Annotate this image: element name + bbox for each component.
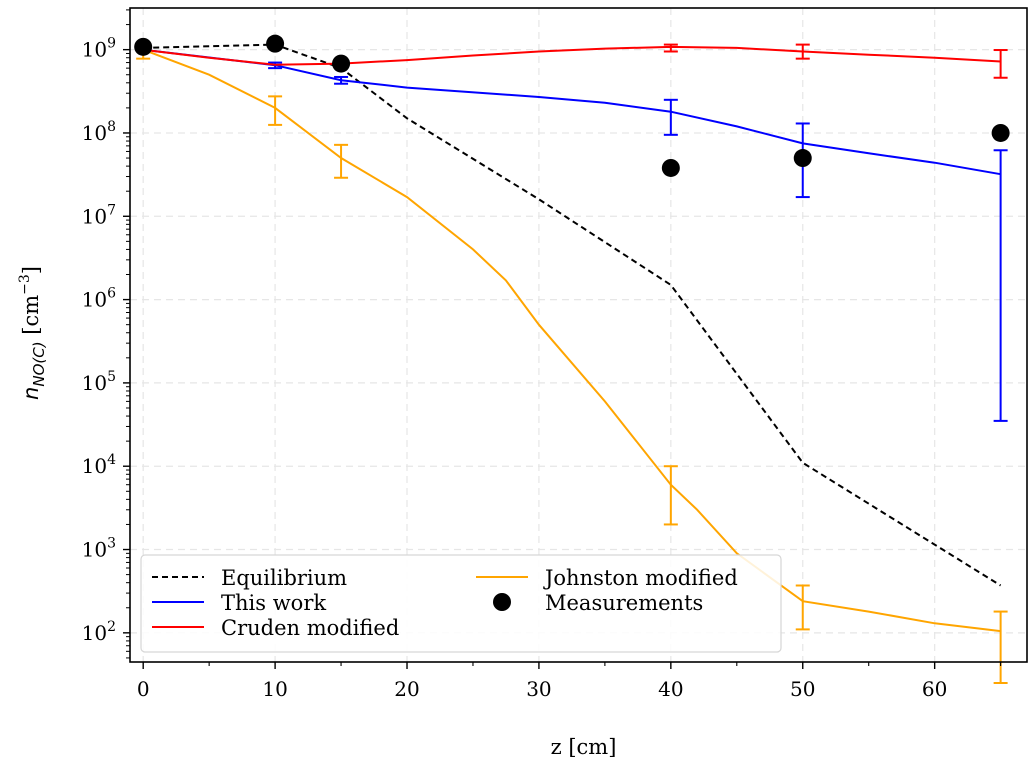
y-tick-label: 105 [82,369,116,395]
series-line-this-work [143,48,1001,176]
y-tick-label: 106 [82,286,116,312]
x-tick-label: 30 [526,677,551,701]
legend-label-this-work: This work [221,591,326,615]
x-tick-label: 20 [394,677,419,701]
series-line-cruden-modified [143,45,1001,66]
x-axis-label: z [cm] [551,735,617,759]
x-tick-label: 50 [790,677,815,701]
x-tick-label: 40 [658,677,683,701]
plot-frame [129,7,1028,663]
y-tick-label: 107 [82,202,116,228]
x-tick-label: 0 [137,677,150,701]
measurement-point [661,158,680,177]
y-tick-label: 103 [82,536,116,562]
series-line-equilibrium [143,43,1002,587]
series-layer [134,34,1010,684]
legend-label-johnston-modified: Johnston modified [543,566,738,590]
y-tick-label: 102 [82,619,116,645]
legend-label-equilibrium: Equilibrium [221,566,347,590]
y-tick-label: 109 [82,36,116,62]
x-tick-label: 10 [262,677,287,701]
legend-label-measurements: Measurements [545,591,703,615]
measurement-point [991,123,1010,142]
legend-marker-measurements [493,593,511,611]
measurement-point [266,34,285,53]
y-tick-label: 104 [82,452,116,478]
measurement-point [793,149,812,168]
y-axis-label: nNO(C) [cm−3] [17,266,48,400]
measurement-point [332,54,351,73]
x-tick-label: 60 [922,677,947,701]
axes: 0 10 20 30 40 50 60 102 103 104 105 106 107 108 109 z [… [17,7,1028,759]
y-tick-label: 108 [82,119,116,145]
legend-label-cruden-modified: Cruden modified [221,616,399,640]
series-line-johnston-modified [142,48,1001,633]
legend-box [140,554,782,653]
measurement-point [134,37,153,56]
